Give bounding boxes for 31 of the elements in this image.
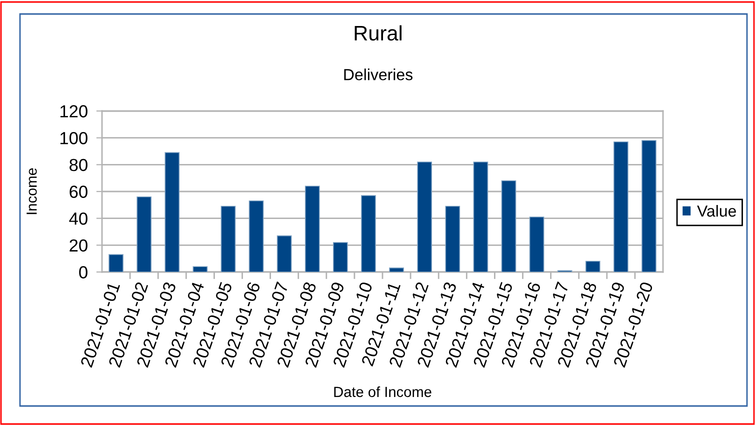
bar: [332, 242, 348, 272]
y-tick-label: 80: [70, 158, 88, 172]
bar: [585, 260, 600, 272]
bar: [389, 268, 404, 272]
bar: [192, 266, 208, 272]
y-tick-label: 20: [70, 239, 88, 252]
bar: [417, 162, 432, 272]
bar: [136, 196, 152, 272]
bar: [248, 200, 264, 272]
bar: [361, 195, 376, 272]
chart-title: Rural: [354, 25, 402, 41]
chart-subtitle: Deliveries: [344, 68, 412, 80]
bar: [445, 206, 460, 272]
y-tick-label: 100: [60, 132, 88, 144]
bar: [276, 235, 292, 272]
bar: [501, 180, 516, 272]
bar: [164, 152, 180, 272]
bar: [473, 162, 488, 272]
bar: [642, 140, 656, 272]
legend-label: Value: [697, 204, 736, 217]
bar: [529, 216, 544, 272]
bar: [613, 141, 628, 272]
y-tick-label: 120: [60, 105, 88, 118]
bar: [304, 186, 320, 272]
x-axis-title: Date of Income: [334, 386, 432, 398]
bar: [108, 254, 124, 272]
y-axis-title: Income: [26, 168, 37, 214]
bar: [220, 206, 236, 272]
y-tick-label: 0: [79, 266, 88, 278]
y-tick-label: 40: [69, 212, 88, 225]
y-tick-label: 60: [70, 186, 88, 198]
